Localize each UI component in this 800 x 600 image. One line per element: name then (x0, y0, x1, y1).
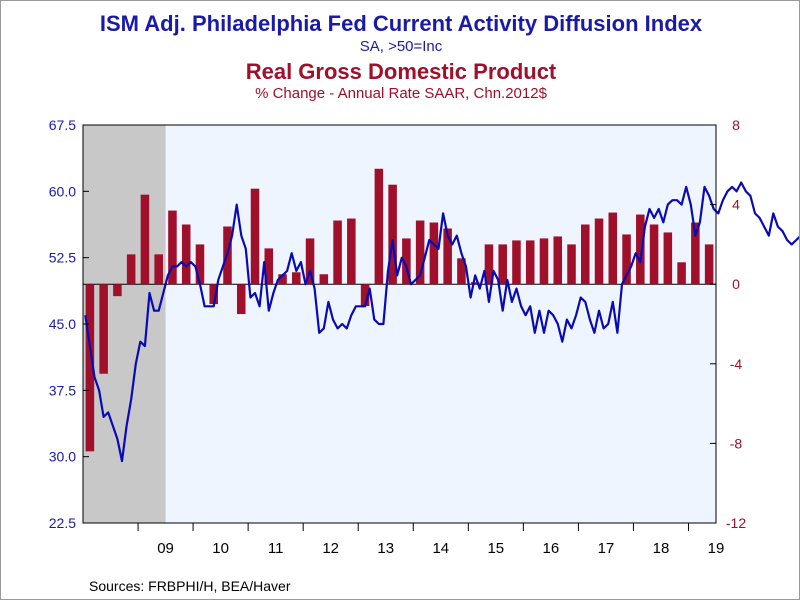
gdp-bar (498, 244, 507, 285)
gdp-bar (457, 258, 466, 285)
right-axis-label: -12 (726, 515, 746, 531)
gdp-bar (181, 224, 191, 285)
right-axis-label: 0 (732, 276, 740, 292)
gdp-bar (594, 218, 604, 285)
gdp-bar (608, 212, 618, 285)
gdp-bar (236, 284, 246, 315)
gdp-bar (360, 284, 370, 307)
gdp-bar (677, 262, 686, 285)
right-axis-label: -8 (730, 435, 743, 451)
gdp-bar (525, 240, 535, 285)
left-axis-label: 45.0 (49, 316, 76, 332)
left-axis-label: 30.0 (49, 449, 76, 465)
gdp-bar (126, 254, 136, 285)
gdp-bar (704, 244, 714, 285)
chart-subtitle: SA, >50=Inc (359, 38, 443, 55)
left-axis-label: 67.5 (49, 117, 76, 133)
right-axis-label: 4 (732, 197, 740, 213)
left-axis-label: 37.5 (49, 382, 76, 398)
gdp-bar (195, 244, 205, 285)
gdp-bar (636, 214, 645, 285)
gdp-bar (539, 238, 549, 285)
gdp-bar (581, 224, 590, 285)
gdp-bar (333, 220, 342, 285)
chart-title: ISM Adj. Philadelphia Fed Current Activi… (99, 11, 703, 36)
x-axis-label: 16 (543, 540, 560, 557)
gdp-bar (113, 284, 122, 297)
x-axis-label: 13 (377, 540, 394, 557)
x-axis-label: 10 (212, 540, 229, 557)
x-axis-label: 09 (157, 540, 174, 557)
gdp-bar (305, 238, 315, 285)
gdp-bar (388, 184, 397, 285)
x-axis-label: 12 (322, 540, 339, 557)
gdp-bar (250, 188, 260, 285)
right-axis-label: -4 (730, 356, 743, 372)
gdp-bar (154, 254, 163, 285)
left-axis-label: 60.0 (49, 183, 76, 199)
x-axis-label: 18 (653, 540, 670, 557)
x-axis-label: 14 (432, 540, 449, 557)
x-axis-label: 15 (487, 540, 504, 557)
gdp-bar (470, 282, 480, 285)
gdp-bar (209, 284, 218, 305)
gdp-bar (443, 228, 452, 285)
secondary-title: Real Gross Domestic Product (245, 59, 557, 84)
x-axis-label: 17 (598, 540, 615, 557)
left-axis-label: 22.5 (49, 515, 76, 531)
gdp-bar (484, 244, 494, 285)
left-axis-label: 52.5 (49, 250, 76, 266)
gdp-bar (99, 284, 108, 374)
source-note: Sources: FRBPHI/H, BEA/Haver (89, 578, 291, 594)
gdp-bar (264, 248, 274, 285)
gdp-bar (85, 284, 95, 452)
gdp-bar (140, 194, 150, 285)
x-axis-label: 11 (268, 540, 284, 557)
gdp-bar (402, 238, 411, 285)
gdp-bar (292, 272, 301, 285)
secondary-subtitle: % Change - Annual Rate SAAR, Chn.2012$ (255, 85, 547, 102)
gdp-bar (691, 222, 700, 285)
activity-index-line (84, 181, 799, 463)
gdp-bar (622, 234, 631, 285)
plot-area (83, 125, 716, 523)
gdp-bar (415, 220, 425, 285)
gdp-bar (278, 274, 287, 285)
gdp-bar (567, 244, 576, 285)
gdp-bar (649, 224, 659, 285)
gdp-bar (374, 168, 384, 285)
gdp-bar (663, 232, 673, 285)
right-axis-label: 8 (732, 117, 740, 133)
gdp-bar (553, 236, 563, 285)
gdp-bar (512, 240, 521, 285)
gdp-bar (319, 274, 329, 285)
gdp-bar (347, 218, 356, 285)
gdp-bar (168, 210, 177, 285)
recession-shading (83, 125, 166, 523)
gdp-bar (429, 222, 439, 285)
x-axis-label: 19 (708, 540, 725, 557)
